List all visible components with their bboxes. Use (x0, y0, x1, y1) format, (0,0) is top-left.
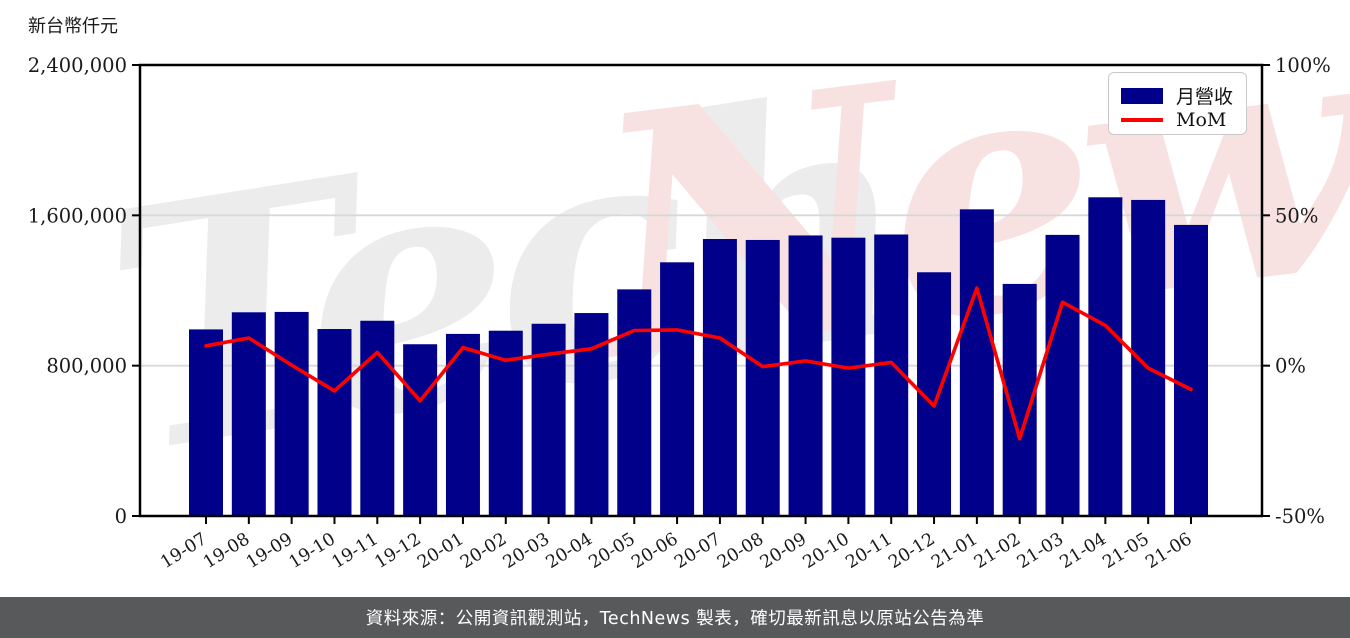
x-tick-label-21-03: 21-03 (1014, 529, 1067, 573)
left-axis-tick-label: 2,400,000 (28, 54, 127, 77)
bar-20-06 (660, 262, 695, 516)
bar-20-10 (831, 237, 866, 516)
x-tick-label-21-01: 21-01 (928, 529, 981, 573)
bar-21-04 (1088, 197, 1123, 516)
x-tick-label-20-08: 20-08 (714, 529, 767, 573)
right-axis-tick-label: -50% (1275, 505, 1325, 528)
bar-19-09 (274, 311, 309, 516)
bar-20-05 (617, 289, 652, 516)
bar-21-03 (1045, 234, 1080, 517)
bar-19-12 (403, 344, 438, 516)
right-axis-tick-label: 50% (1275, 204, 1318, 227)
legend-item-revenue: 月營收 (1121, 82, 1236, 109)
x-tick-label-20-01: 20-01 (414, 529, 467, 573)
x-tick-label-20-12: 20-12 (885, 529, 938, 573)
x-tick-label-19-11: 19-11 (329, 529, 382, 573)
bar-19-08 (231, 312, 266, 516)
x-tick-label-21-02: 21-02 (971, 529, 1024, 573)
x-tick-label-20-05: 20-05 (586, 529, 639, 573)
x-tick-label-20-04: 20-04 (543, 529, 596, 573)
x-tick-label-21-06: 21-06 (1142, 529, 1195, 573)
bar-19-10 (317, 329, 352, 516)
bar-20-08 (745, 239, 780, 516)
x-tick-label-21-04: 21-04 (1057, 529, 1110, 573)
right-axis-tick-label: 0% (1275, 355, 1306, 378)
x-tick-label-19-09: 19-09 (243, 529, 296, 573)
x-tick-label-20-10: 20-10 (800, 529, 853, 573)
x-tick-label-20-07: 20-07 (671, 529, 724, 573)
source-footer-text: 資料來源：公開資訊觀測站，TechNews 製表，確切最新訊息以原站公告為準 (365, 609, 985, 629)
x-tick-label-21-05: 21-05 (1099, 529, 1152, 573)
right-axis-tick-label: 100% (1275, 54, 1331, 77)
left-axis-tick-label: 0 (115, 505, 127, 528)
x-tick-label-20-11: 20-11 (842, 529, 895, 573)
x-tick-label-20-06: 20-06 (628, 529, 681, 573)
chart-legend: 月營收 MoM (1108, 72, 1247, 135)
x-tick-label-19-10: 19-10 (286, 529, 339, 573)
mom-line-swatch-icon (1121, 118, 1163, 122)
x-tick-label-20-02: 20-02 (457, 529, 510, 573)
bar-20-07 (702, 239, 737, 516)
left-axis-unit-label: 新台幣仟元 (28, 16, 118, 37)
x-tick-label-20-03: 20-03 (500, 529, 553, 573)
left-axis-tick-label: 1,600,000 (28, 204, 127, 227)
source-footer: 資料來源：公開資訊觀測站，TechNews 製表，確切最新訊息以原站公告為準 (0, 597, 1350, 638)
legend-label-mom: MoM (1176, 109, 1227, 131)
x-tick-label-20-09: 20-09 (757, 529, 810, 573)
revenue-bar-swatch-icon (1121, 87, 1163, 104)
x-tick-label-19-07: 19-07 (157, 529, 210, 573)
bar-21-06 (1173, 224, 1208, 516)
left-axis-tick-label: 800,000 (46, 355, 127, 378)
mom-line (204, 286, 1193, 441)
x-tick-label-19-12: 19-12 (371, 529, 424, 573)
legend-label-revenue: 月營收 (1176, 86, 1234, 108)
bar-21-01 (959, 209, 994, 516)
x-tick-label-19-08: 19-08 (200, 529, 253, 573)
plot-frame (138, 63, 1264, 518)
bar-19-11 (360, 320, 395, 516)
bar-19-07 (189, 329, 223, 516)
legend-item-mom: MoM (1121, 109, 1236, 131)
bar-20-09 (788, 235, 823, 516)
